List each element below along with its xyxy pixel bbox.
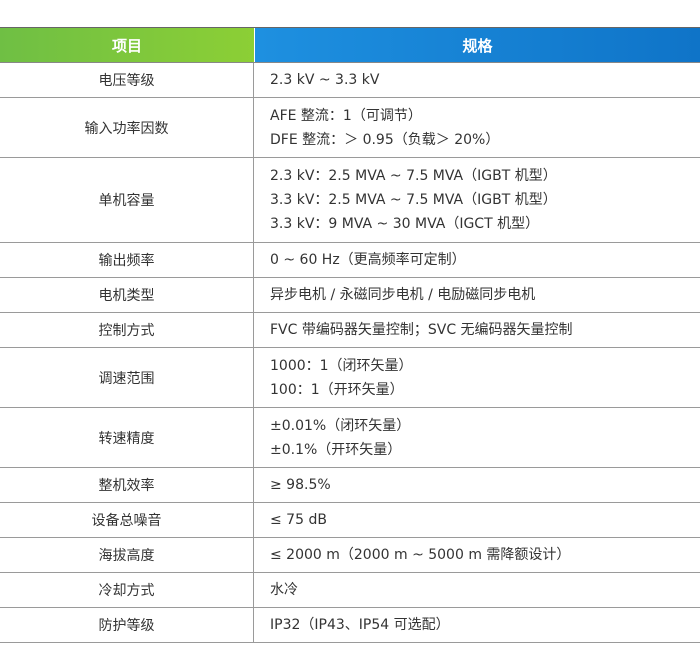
spec-line: 1000：1（闭环矢量） [270,357,413,374]
row-label: 控制方式 [0,313,254,347]
header-item: 项目 [0,28,255,62]
spec-line: 2.3 kV ~ 3.3 kV [270,72,380,88]
row-label: 设备总噪音 [0,503,254,537]
table-row: 防护等级 IP32（IP43、IP54 可选配） [0,608,700,643]
spec-line: FVC 带编码器矢量控制；SVC 无编码器矢量控制 [270,322,573,338]
spec-line: 3.3 kV：9 MVA ~ 30 MVA（IGCT 机型） [270,216,540,232]
row-value: FVC 带编码器矢量控制；SVC 无编码器矢量控制 [254,313,700,347]
spec-line: 100：1（开环矢量） [270,381,404,398]
row-value: 1000：1（闭环矢量） 100：1（开环矢量） [254,348,700,407]
table-row: 控制方式 FVC 带编码器矢量控制；SVC 无编码器矢量控制 [0,313,700,348]
row-label: 防护等级 [0,608,254,642]
row-value: 2.3 kV：2.5 MVA ~ 7.5 MVA（IGBT 机型） 3.3 kV… [254,158,700,242]
spec-line: 0 ~ 60 Hz（更高频率可定制） [270,252,466,268]
row-value: 异步电机 / 永磁同步电机 / 电励磁同步电机 [254,278,700,312]
row-value: IP32（IP43、IP54 可选配） [254,608,700,642]
spec-line: ±0.1%（开环矢量） [270,441,402,458]
spec-table: 项目 规格 电压等级 2.3 kV ~ 3.3 kV 输入功率因数 AFE 整流… [0,27,700,643]
table-row: 海拔高度 ≤ 2000 m（2000 m ~ 5000 m 需降额设计） [0,538,700,573]
table-row: 输入功率因数 AFE 整流：1（可调节） DFE 整流：＞ 0.95（负载＞ 2… [0,98,700,158]
header-spec: 规格 [255,28,700,62]
table-row: 整机效率 ≥ 98.5% [0,468,700,503]
row-value: 2.3 kV ~ 3.3 kV [254,63,700,97]
row-label: 电机类型 [0,278,254,312]
row-value: ≤ 2000 m（2000 m ~ 5000 m 需降额设计） [254,538,700,572]
row-label: 转速精度 [0,408,254,467]
row-label: 输入功率因数 [0,98,254,157]
row-label: 调速范围 [0,348,254,407]
row-value: ±0.01%（闭环矢量） ±0.1%（开环矢量） [254,408,700,467]
row-label: 海拔高度 [0,538,254,572]
row-label: 输出频率 [0,243,254,277]
spec-line: ≤ 75 dB [270,512,327,528]
spec-line: DFE 整流：＞ 0.95（负载＞ 20%） [270,131,500,148]
spec-line: ≥ 98.5% [270,477,331,493]
spec-line: ≤ 2000 m（2000 m ~ 5000 m 需降额设计） [270,547,571,563]
spec-line: ±0.01%（闭环矢量） [270,417,411,434]
spec-line: AFE 整流：1（可调节） [270,107,422,124]
table-header: 项目 规格 [0,28,700,63]
table-row: 转速精度 ±0.01%（闭环矢量） ±0.1%（开环矢量） [0,408,700,468]
spec-line: IP32（IP43、IP54 可选配） [270,617,450,633]
spec-line: 异步电机 / 永磁同步电机 / 电励磁同步电机 [270,287,536,303]
row-value: ≤ 75 dB [254,503,700,537]
table-row: 冷却方式 水冷 [0,573,700,608]
table-row: 电压等级 2.3 kV ~ 3.3 kV [0,63,700,98]
spec-line: 2.3 kV：2.5 MVA ~ 7.5 MVA（IGBT 机型） [270,168,557,184]
table-row: 设备总噪音 ≤ 75 dB [0,503,700,538]
spec-line: 水冷 [270,582,298,598]
row-value: 水冷 [254,573,700,607]
table-row: 单机容量 2.3 kV：2.5 MVA ~ 7.5 MVA（IGBT 机型） 3… [0,158,700,243]
row-value: 0 ~ 60 Hz（更高频率可定制） [254,243,700,277]
row-label: 单机容量 [0,158,254,242]
row-label: 电压等级 [0,63,254,97]
table-row: 输出频率 0 ~ 60 Hz（更高频率可定制） [0,243,700,278]
table-row: 电机类型 异步电机 / 永磁同步电机 / 电励磁同步电机 [0,278,700,313]
row-label: 冷却方式 [0,573,254,607]
row-value: AFE 整流：1（可调节） DFE 整流：＞ 0.95（负载＞ 20%） [254,98,700,157]
row-label: 整机效率 [0,468,254,502]
table-row: 调速范围 1000：1（闭环矢量） 100：1（开环矢量） [0,348,700,408]
row-value: ≥ 98.5% [254,468,700,502]
spec-line: 3.3 kV：2.5 MVA ~ 7.5 MVA（IGBT 机型） [270,192,557,208]
